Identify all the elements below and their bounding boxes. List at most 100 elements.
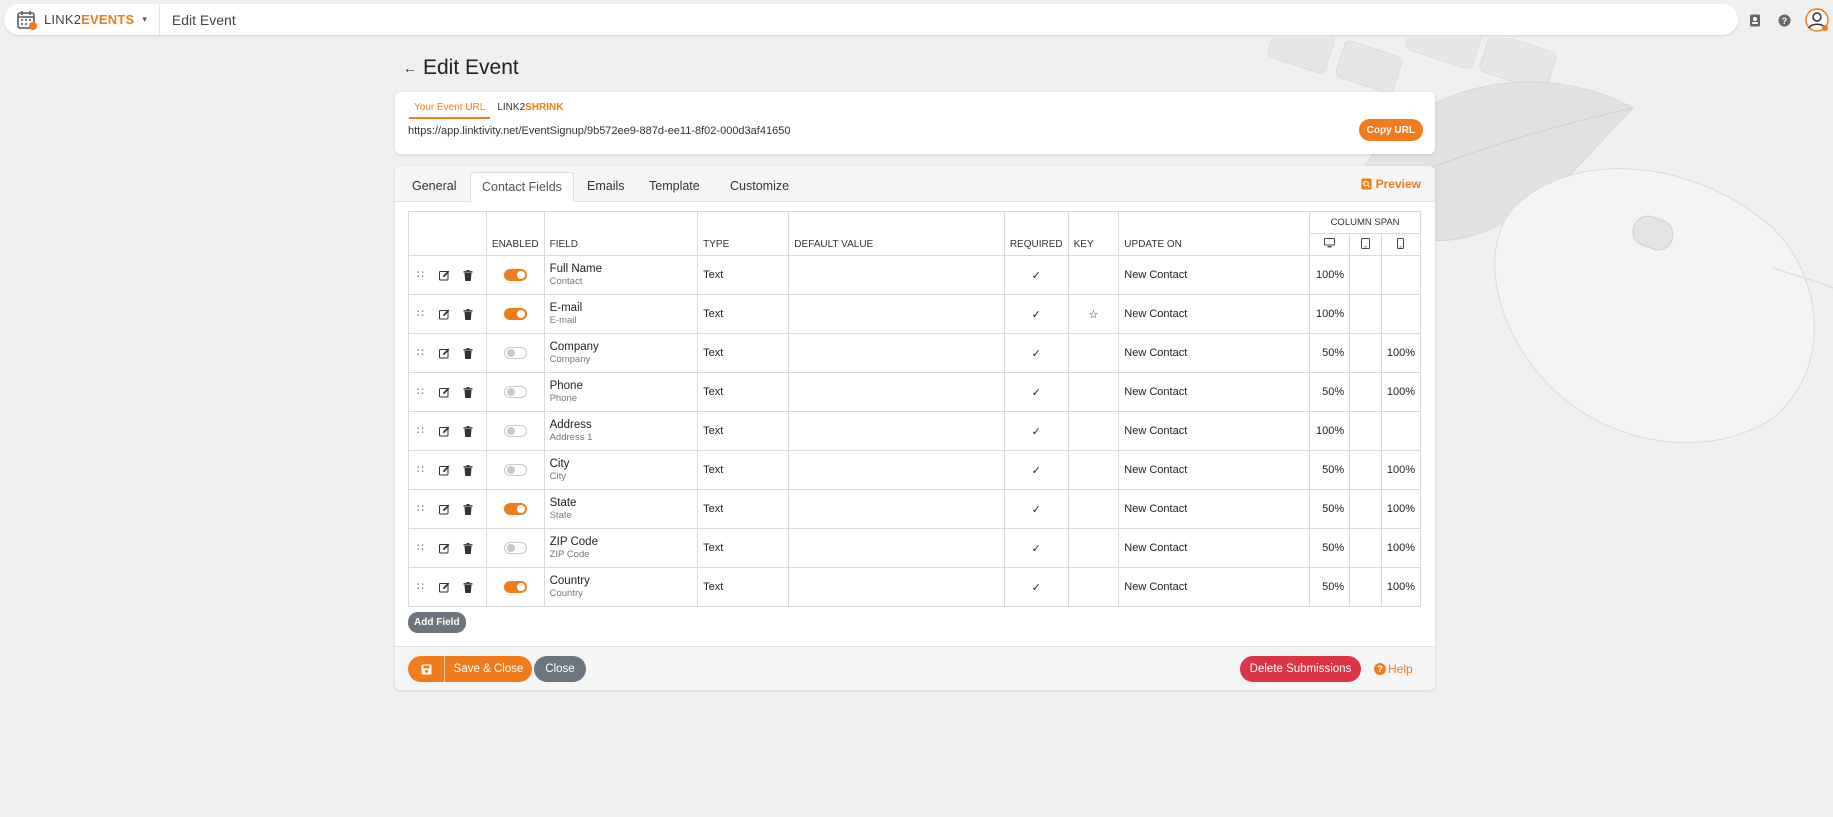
preview-label: Preview (1375, 177, 1421, 191)
required-check-icon[interactable]: ✓ (1003, 411, 1069, 451)
user-avatar-icon[interactable] (1805, 8, 1829, 32)
edit-icon[interactable] (437, 385, 451, 399)
tab-template[interactable]: Template (649, 179, 700, 193)
tablet-span-cell (1349, 372, 1382, 412)
trash-icon[interactable] (461, 268, 475, 282)
edit-icon[interactable] (437, 502, 451, 516)
field-cell: ZIP Code ZIP Code (543, 528, 699, 568)
mobile-span-cell (1380, 411, 1422, 451)
desktop-span-cell: 100% (1309, 255, 1351, 295)
trash-icon[interactable] (461, 307, 475, 321)
close-button[interactable]: Close (534, 656, 586, 682)
drag-handle-icon[interactable]: ∷ (417, 386, 424, 398)
enabled-toggle[interactable] (503, 503, 527, 516)
tab-emails[interactable]: Emails (587, 179, 625, 193)
update-on-cell: New Contact (1118, 567, 1311, 607)
preview-link[interactable]: Preview (1361, 177, 1421, 191)
drag-handle-icon[interactable]: ∷ (417, 347, 424, 359)
tabs-bar: General Contact Fields Emails Template C… (395, 166, 1435, 202)
app-switcher[interactable]: LINK2EVENTS ▾ (4, 4, 160, 35)
key-star-icon[interactable] (1067, 411, 1120, 451)
copy-url-button[interactable]: Copy URL (1358, 119, 1423, 141)
mobile-span-cell: 100% (1380, 567, 1422, 607)
drag-handle-icon[interactable]: ∷ (417, 503, 424, 515)
key-star-icon[interactable] (1067, 567, 1120, 607)
enabled-toggle[interactable] (503, 269, 527, 282)
top-right-icons: ? (1734, 8, 1829, 32)
enabled-header: ENABLED (485, 211, 545, 256)
field-name: Full Name (549, 263, 602, 275)
trash-icon[interactable] (461, 580, 475, 594)
required-check-icon[interactable]: ✓ (1003, 489, 1069, 529)
trash-icon[interactable] (461, 541, 475, 555)
drag-handle-icon[interactable]: ∷ (417, 581, 424, 593)
required-check-icon[interactable]: ✓ (1003, 294, 1069, 334)
edit-icon[interactable] (437, 541, 451, 555)
enabled-toggle[interactable] (503, 386, 527, 399)
key-star-icon[interactable] (1067, 489, 1120, 529)
trash-icon[interactable] (461, 385, 475, 399)
trash-icon[interactable] (461, 463, 475, 477)
svg-text:?: ? (1781, 16, 1787, 26)
drag-handle-icon[interactable]: ∷ (417, 425, 424, 437)
key-star-icon[interactable]: ☆ (1067, 294, 1120, 334)
key-star-icon[interactable] (1067, 333, 1120, 373)
back-arrow-icon[interactable]: ← (403, 60, 417, 76)
enabled-toggle[interactable] (503, 425, 527, 438)
drag-handle-icon[interactable]: ∷ (417, 308, 424, 320)
default-value-cell (788, 255, 1005, 295)
key-star-icon[interactable] (1067, 255, 1120, 295)
contacts-icon[interactable] (1747, 12, 1763, 28)
edit-icon[interactable] (437, 307, 451, 321)
mobile-span-cell (1380, 294, 1422, 334)
field-cell: City City (543, 450, 699, 490)
required-check-icon[interactable]: ✓ (1003, 255, 1069, 295)
enabled-toggle[interactable] (503, 308, 527, 321)
tab-link2shrink[interactable]: LINK2SHRINK (497, 102, 564, 113)
enabled-toggle[interactable] (503, 542, 527, 555)
type-cell: Text (697, 489, 790, 529)
edit-icon[interactable] (437, 463, 451, 477)
row-actions: ∷ (408, 411, 487, 451)
edit-icon[interactable] (437, 580, 451, 594)
edit-icon[interactable] (437, 424, 451, 438)
page-title: Edit Event (423, 56, 519, 79)
tab-customize[interactable]: Customize (730, 179, 790, 193)
enabled-toggle[interactable] (503, 347, 527, 360)
type-cell: Text (697, 450, 790, 490)
tab-contact-fields[interactable]: Contact Fields (470, 172, 574, 202)
tab-your-event-url[interactable]: Your Event URL (409, 100, 491, 119)
required-check-icon[interactable]: ✓ (1003, 567, 1069, 607)
required-check-icon[interactable]: ✓ (1003, 450, 1069, 490)
save-and-close-button[interactable]: Save & Close (408, 656, 532, 682)
tab-general[interactable]: General (412, 179, 457, 193)
delete-submissions-button[interactable]: Delete Submissions (1240, 656, 1361, 682)
default-value-cell (788, 489, 1005, 529)
field-cell: Phone Phone (543, 372, 699, 412)
drag-handle-icon[interactable]: ∷ (417, 464, 424, 476)
edit-icon[interactable] (437, 346, 451, 360)
enabled-toggle[interactable] (503, 464, 527, 477)
required-check-icon[interactable]: ✓ (1003, 333, 1069, 373)
enabled-toggle[interactable] (503, 581, 527, 594)
help-icon[interactable]: ? (1776, 12, 1792, 28)
add-field-button[interactable]: Add Field (408, 612, 466, 633)
drag-handle-icon[interactable]: ∷ (417, 269, 424, 281)
trash-icon[interactable] (461, 346, 475, 360)
footer-bar: Save & Close Close Delete Submissions ? … (395, 646, 1435, 690)
field-cell: E-mail E-mail (543, 294, 699, 334)
required-check-icon[interactable]: ✓ (1003, 372, 1069, 412)
key-star-icon[interactable] (1067, 528, 1120, 568)
required-check-icon[interactable]: ✓ (1003, 528, 1069, 568)
table-row: ∷ Company Company Text ✓ New Contact 50% 100% (408, 333, 1422, 373)
edit-icon[interactable] (437, 268, 451, 282)
help-link[interactable]: ? Help (1374, 662, 1413, 676)
update-on-cell: New Contact (1118, 411, 1311, 451)
trash-icon[interactable] (461, 502, 475, 516)
drag-handle-icon[interactable]: ∷ (417, 542, 424, 554)
desktop-span-cell: 50% (1309, 372, 1351, 412)
default-value-cell (788, 528, 1005, 568)
key-star-icon[interactable] (1067, 450, 1120, 490)
key-star-icon[interactable] (1067, 372, 1120, 412)
trash-icon[interactable] (461, 424, 475, 438)
